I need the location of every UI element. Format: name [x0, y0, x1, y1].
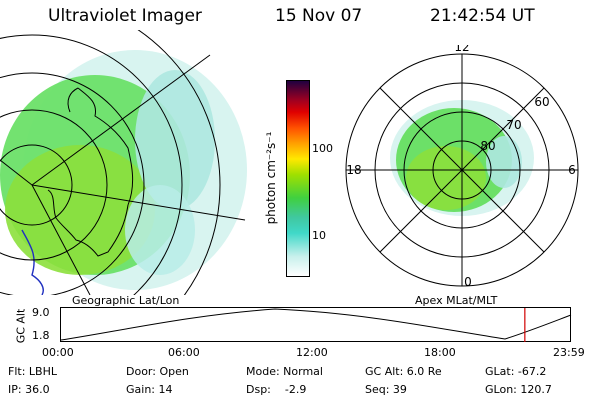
geographic-caption: Geographic Lat/Lon [72, 294, 180, 307]
mlat-label-60: 60 [534, 95, 549, 109]
mlt-label-18: 18 [346, 163, 361, 177]
latitude-circle-3 [0, 72, 145, 295]
footer-glon: GLon: 120.7 [485, 383, 552, 396]
polar-uv-dim [486, 136, 522, 188]
polar-uv-bright [406, 146, 486, 210]
x-tick-2359: 23:59 [553, 346, 585, 359]
meridian-1 [31, 54, 211, 186]
altitude-plot-frame [60, 307, 571, 342]
altitude-y-top: 9.0 [32, 306, 50, 319]
footer-seq: Seq: 39 [365, 383, 407, 396]
uv-image-faint-patch [125, 185, 195, 275]
latitude-circle-5 [137, 30, 221, 295]
geographic-map-panel [0, 30, 247, 295]
mlt-label-12: 12 [454, 45, 469, 54]
x-tick-0600: 06:00 [168, 346, 200, 359]
x-tick-1200: 12:00 [296, 346, 328, 359]
latitude-circle-4 [0, 34, 183, 295]
coastline-black [47, 87, 134, 257]
colorbar-tick-100: 100 [312, 142, 333, 155]
colorbar [286, 80, 310, 277]
observation-date: 15 Nov 07 [275, 6, 363, 26]
altitude-ylabel: GC Alt [14, 308, 28, 344]
footer-mode: Mode: Normal [246, 365, 323, 378]
footer-flt: Flt: LBHL [8, 365, 57, 378]
instrument-title: Ultraviolet Imager [48, 6, 202, 26]
meridian-2 [31, 184, 246, 221]
footer-gain: Gain: 14 [126, 383, 173, 396]
footer-gc-alt: GC Alt: 6.0 Re [365, 365, 442, 378]
mlat-label-70: 70 [506, 118, 521, 132]
polar-caption: Apex MLat/MLT [415, 294, 498, 307]
meridian-4 [0, 159, 33, 186]
footer-dsp: Dsp: -2.9 [246, 383, 307, 396]
colorbar-unit-label: photon cm⁻²s⁻¹ [264, 131, 278, 225]
footer-ip: IP: 36.0 [8, 383, 50, 396]
altitude-plot [60, 307, 572, 342]
latitude-circle-2 [0, 109, 108, 261]
mlt-label-0: 0 [464, 275, 472, 289]
coastline-blue [21, 229, 44, 295]
x-tick-0000: 00:00 [42, 346, 74, 359]
mlt-line-diag-2 [379, 87, 545, 253]
polar-mlat-mlt-panel: 12 18 6 0 60 70 80 [345, 45, 579, 289]
footer-glat: GLat: -67.2 [485, 365, 547, 378]
footer-door: Door: Open [126, 365, 189, 378]
colorbar-tick-10: 10 [312, 229, 326, 242]
coastline-black-north [67, 87, 79, 113]
observation-time: 21:42:54 UT [430, 6, 535, 26]
altitude-y-bottom: 1.8 [32, 329, 50, 342]
mlt-label-6: 6 [568, 163, 576, 177]
x-tick-1800: 18:00 [424, 346, 456, 359]
meridian-3 [31, 184, 91, 295]
latitude-circle-1 [0, 144, 73, 226]
mlat-label-80: 80 [480, 139, 495, 153]
